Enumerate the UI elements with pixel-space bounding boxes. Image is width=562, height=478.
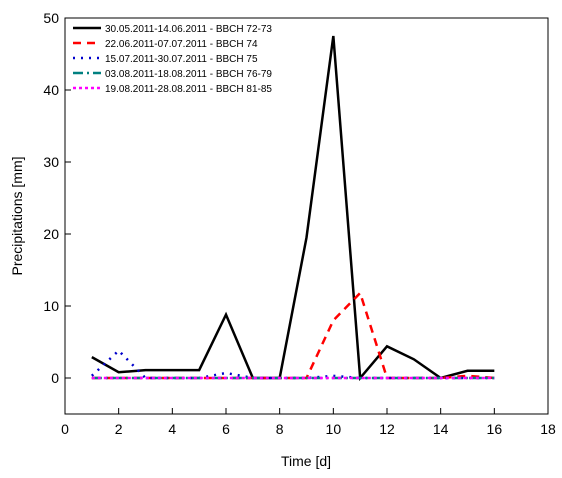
y-tick-label: 20 xyxy=(43,226,59,242)
y-axis-label: Precipitations [mm] xyxy=(9,156,25,275)
data-line xyxy=(91,35,495,382)
x-tick-label: 4 xyxy=(168,421,176,437)
legend-label: 30.05.2011-14.06.2011 - BBCH 72-73 xyxy=(105,24,272,35)
legend-label: 03.08.2011-18.08.2011 - BBCH 76-79 xyxy=(105,69,272,80)
x-tick-label: 12 xyxy=(379,421,395,437)
x-axis-label: Time [d] xyxy=(281,453,331,469)
x-tick-label: 10 xyxy=(326,421,342,437)
x-tick-label: 2 xyxy=(115,421,123,437)
x-tick-label: 8 xyxy=(276,421,284,437)
x-tick-label: 0 xyxy=(61,421,69,437)
legend-label: 15.07.2011-30.07.2011 - BBCH 75 xyxy=(105,54,258,65)
y-tick-label: 10 xyxy=(43,298,59,314)
legend-label: 22.06.2011-07.07.2011 - BBCH 74 xyxy=(105,39,258,50)
x-tick-label: 18 xyxy=(540,421,556,437)
x-tick-label: 6 xyxy=(222,421,230,437)
y-tick-label: 40 xyxy=(43,82,59,98)
x-tick-label: 16 xyxy=(487,421,503,437)
y-tick-label: 0 xyxy=(51,370,59,386)
plot-frame xyxy=(64,17,549,415)
legend-label: 19.08.2011-28.08.2011 - BBCH 81-85 xyxy=(105,84,272,95)
x-tick-label: 14 xyxy=(433,421,449,437)
y-tick-label: 30 xyxy=(43,154,59,170)
y-tick-label: 50 xyxy=(43,10,59,26)
